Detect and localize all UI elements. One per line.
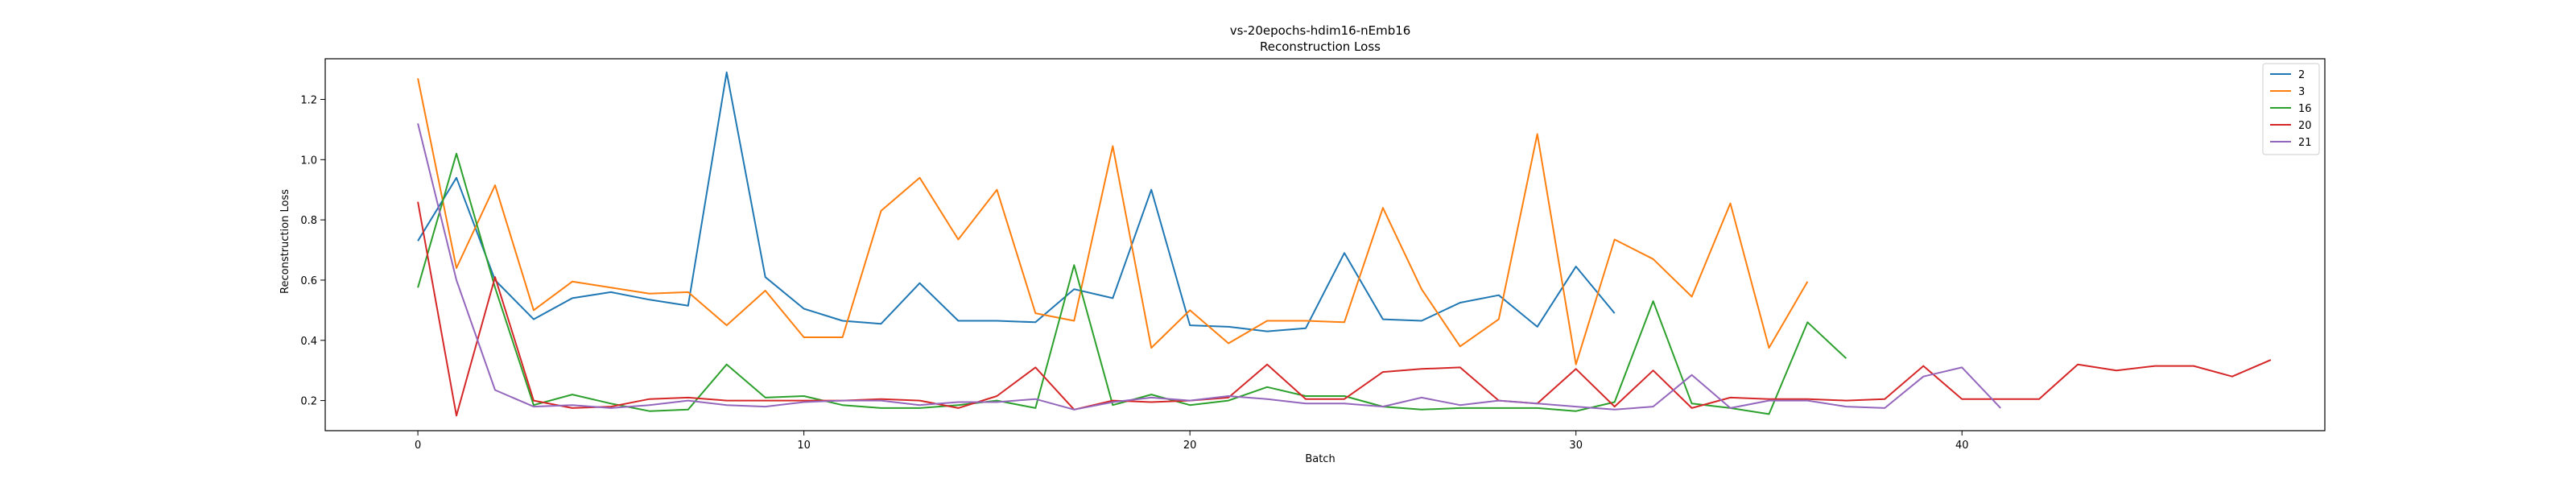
chart-title: vs-20epochs-hdim16-nEmb16 <box>1230 23 1411 38</box>
y-tick-label: 0.4 <box>300 336 317 348</box>
y-tick-label: 0.8 <box>300 215 317 227</box>
x-tick-label: 30 <box>1569 440 1583 452</box>
legend-label: 21 <box>2298 137 2312 149</box>
legend-label: 16 <box>2298 103 2312 115</box>
plot-area: 0 10 20 30 40 0.2 0.4 0.6 0.8 1.0 1.2 <box>300 58 2326 452</box>
series-line-3 <box>417 78 1809 365</box>
legend-label: 2 <box>2298 69 2305 81</box>
x-tick-label: 10 <box>797 440 811 452</box>
y-tick-label: 1.2 <box>300 95 317 107</box>
x-axis-label: Batch <box>1305 453 1335 465</box>
plot-frame <box>324 58 2326 431</box>
series-line-20 <box>417 201 2272 417</box>
y-tick-label: 0.6 <box>300 275 317 287</box>
y-tick-label: 0.2 <box>300 396 317 408</box>
legend-box <box>2262 63 2320 155</box>
x-tick-label: 20 <box>1183 440 1197 452</box>
series-line-21 <box>417 123 2001 411</box>
y-tick-label: 1.0 <box>300 155 317 167</box>
legend-label: 3 <box>2298 86 2305 98</box>
x-tick-label: 40 <box>1955 440 1969 452</box>
legend: 2 3 16 20 21 <box>2262 63 2320 155</box>
legend-label: 20 <box>2298 120 2312 132</box>
series-line-2 <box>417 71 1616 332</box>
y-axis-label: Reconstruction Loss <box>279 189 291 294</box>
x-tick-label: 0 <box>415 440 421 452</box>
chart-subtitle: Reconstruction Loss <box>1260 39 1381 54</box>
